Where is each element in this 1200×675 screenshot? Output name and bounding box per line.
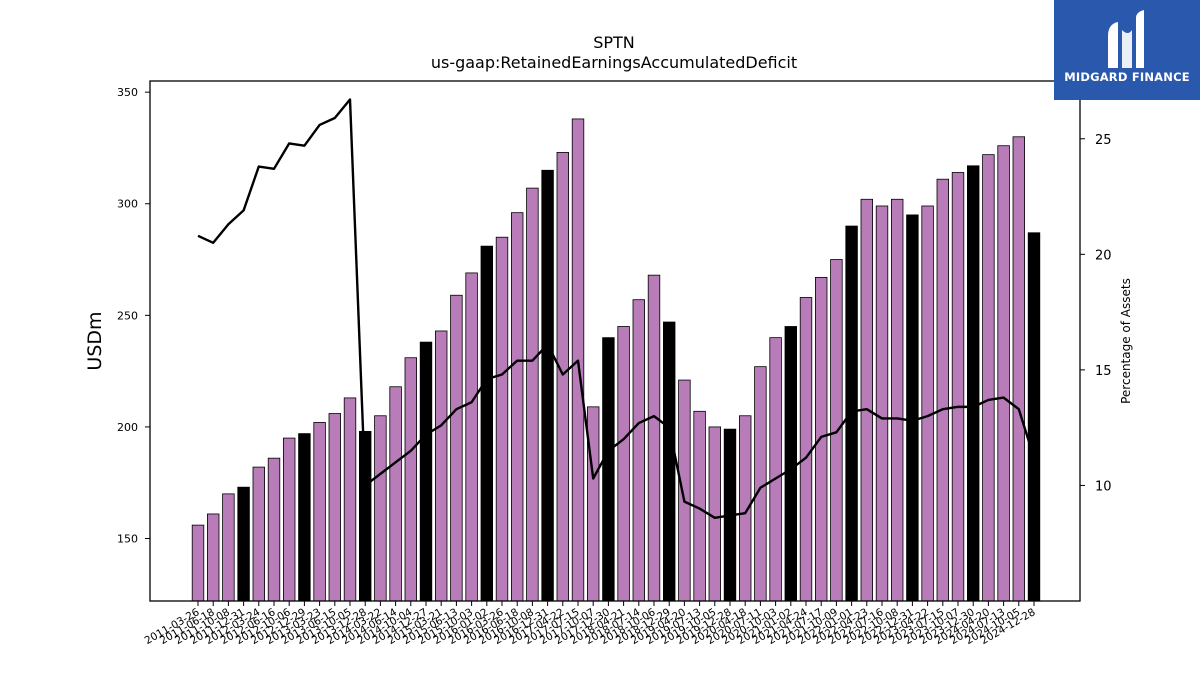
bar-2021-07-17: [815, 276, 828, 602]
bar-2012-06-16: [267, 457, 281, 602]
bar-2018-10-06: [647, 274, 661, 602]
y-axis-right: 10 15 20 25: [1080, 133, 1112, 494]
chart-subtitle: us-gaap:RetainedEarningsAccumulatedDefic…: [431, 53, 797, 72]
bar-2011-12-31: [237, 486, 250, 602]
bar-2011-10-08: [222, 493, 235, 602]
bar-2018-04-21: [617, 326, 630, 602]
bar-2011-06-18: [206, 513, 220, 602]
bar-2024-04-20: [982, 154, 995, 602]
bar-2014-06-14: [389, 386, 402, 602]
bar-2014-12-27: [419, 341, 433, 602]
bar-2012-12-29: [298, 433, 311, 602]
bar-2016-12-31: [541, 169, 554, 602]
bar-2023-12-30: [967, 165, 980, 602]
bar-2018-12-29: [663, 321, 676, 602]
bar-2017-10-07: [587, 406, 600, 602]
bar-2021-04-24: [799, 297, 813, 602]
bar-2013-03-23: [313, 422, 326, 602]
bars-group: [191, 118, 1041, 602]
bar-2021-01-02: [784, 326, 798, 602]
y-axis-label: USDm: [84, 311, 106, 370]
bar-2011-03-26: [191, 524, 205, 602]
bar-2012-10-06: [282, 437, 296, 602]
y-tick-label: 300: [117, 198, 138, 211]
y-tick-label: 250: [117, 309, 138, 322]
bar-2022-10-08: [891, 198, 904, 602]
y2-tick-label: 20: [1095, 248, 1112, 263]
bar-2017-12-30: [602, 337, 615, 602]
bar-2023-04-22: [921, 205, 934, 602]
bar-2022-07-16: [875, 205, 889, 602]
line-group: [197, 98, 1036, 519]
bar-2023-10-07: [951, 172, 965, 602]
bar-2016-01-02: [480, 245, 494, 602]
bar-2020-07-11: [754, 366, 767, 602]
bar-2016-06-18: [510, 212, 524, 602]
bar-2016-03-26: [495, 236, 509, 602]
bar-2012-03-24: [252, 466, 266, 602]
y2-tick-label: 25: [1095, 133, 1112, 148]
x-axis: 2011-03-262011-06-182011-10-082011-12-31…: [143, 601, 1038, 647]
bar-2024-10-05: [1012, 136, 1026, 602]
bar-2024-12-28: [1027, 232, 1041, 602]
bar-2022-12-31: [906, 214, 919, 602]
plot-frame: [149, 80, 1081, 602]
bar-2022-04-23: [860, 198, 874, 602]
bar-2024-07-13: [997, 145, 1010, 602]
bar-2016-10-08: [526, 187, 539, 602]
bar-2013-06-15: [328, 413, 342, 602]
bar-2014-10-04: [404, 357, 418, 602]
y-tick-label: 150: [117, 533, 138, 546]
percentage-of-assets-line: [197, 98, 1036, 519]
bar-2015-03-21: [434, 330, 448, 602]
bar-2017-04-22: [556, 152, 570, 602]
bar-2015-06-13: [450, 294, 463, 602]
chart-title: SPTN: [593, 33, 635, 52]
bar-2020-10-03: [769, 337, 782, 602]
bar-2014-03-22: [374, 415, 387, 602]
bar-2013-10-05: [343, 397, 357, 602]
y-tick-label: 200: [117, 421, 138, 434]
y-axis-left: 150 200 250 300 350: [117, 86, 150, 546]
bar-2019-04-20: [678, 379, 691, 602]
y2-axis-label: Percentage of Assets: [1119, 278, 1133, 404]
midgard-mark-icon: [1108, 10, 1144, 68]
y2-tick-label: 10: [1095, 479, 1112, 494]
bar-2015-10-03: [465, 272, 478, 602]
bar-2022-01-01: [845, 225, 858, 602]
brand-logo: MIDGARD FINANCE: [1054, 0, 1200, 100]
brand-name: MIDGARD FINANCE: [1064, 70, 1190, 84]
bar-2018-07-14: [632, 299, 646, 602]
y-tick-label: 350: [117, 86, 138, 99]
y2-tick-label: 15: [1095, 364, 1112, 379]
bar-2023-07-15: [936, 178, 950, 602]
